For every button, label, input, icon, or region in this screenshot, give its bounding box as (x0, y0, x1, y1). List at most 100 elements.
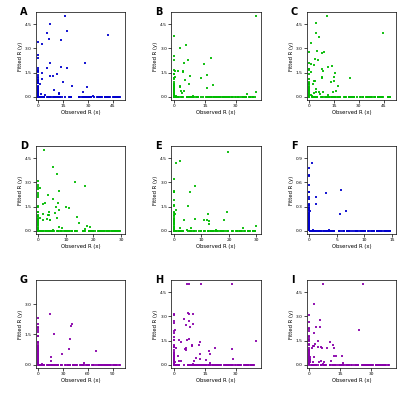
Point (310, 228, 316, 234)
Point (383, 228, 389, 234)
Point (55, 94, 61, 100)
Point (35, 345, 42, 351)
Point (306, 217, 312, 223)
Point (54, 171, 60, 178)
Point (308, 228, 315, 234)
Point (341, 228, 347, 234)
Point (35, 340, 42, 346)
Point (171, 188, 177, 195)
Point (306, 358, 312, 364)
Point (171, 92, 177, 99)
Point (178, 358, 184, 364)
Point (171, 223, 177, 230)
Point (55, 90, 62, 97)
Point (310, 228, 316, 234)
Point (207, 360, 214, 366)
Point (171, 85, 177, 92)
Point (384, 228, 390, 234)
Point (186, 362, 192, 368)
Point (306, 217, 312, 223)
Point (250, 228, 257, 234)
Point (338, 362, 344, 368)
Point (311, 94, 317, 100)
Point (102, 362, 108, 368)
Point (49, 362, 56, 368)
Point (338, 186, 344, 193)
Point (66, 362, 73, 368)
Point (359, 362, 366, 368)
Point (312, 56, 318, 62)
Point (35, 354, 42, 360)
Point (171, 362, 177, 368)
Point (306, 214, 312, 220)
Point (306, 221, 312, 228)
Point (336, 228, 343, 234)
Point (210, 94, 216, 100)
Point (97, 362, 104, 368)
Point (77, 362, 83, 368)
Point (306, 206, 312, 212)
Point (171, 220, 177, 227)
Point (58, 94, 65, 100)
Point (67, 94, 74, 100)
Point (346, 228, 352, 234)
Point (312, 94, 318, 100)
Point (225, 94, 231, 100)
Point (171, 82, 177, 88)
Point (35, 346, 42, 352)
Point (208, 94, 214, 100)
Point (242, 94, 248, 100)
Point (46, 311, 53, 318)
Point (349, 94, 355, 100)
Point (80, 228, 86, 234)
Point (82, 94, 89, 100)
Point (311, 94, 318, 100)
Point (187, 228, 193, 234)
Point (336, 228, 342, 234)
Point (171, 342, 177, 349)
Point (306, 222, 312, 229)
Point (310, 343, 316, 349)
Point (65, 362, 72, 368)
Point (171, 216, 177, 223)
Point (106, 94, 113, 100)
Point (244, 362, 250, 368)
Point (171, 226, 177, 232)
Point (237, 228, 243, 234)
Point (104, 228, 110, 234)
Point (171, 92, 177, 98)
Point (35, 343, 42, 350)
Point (171, 189, 177, 196)
Point (35, 228, 42, 234)
Point (192, 362, 198, 368)
Point (370, 228, 377, 234)
Point (253, 89, 260, 96)
Point (173, 362, 180, 368)
Point (242, 362, 249, 368)
Point (312, 324, 319, 330)
Point (189, 343, 195, 350)
Point (46, 228, 52, 234)
Point (306, 216, 312, 222)
Point (306, 222, 312, 228)
Point (337, 362, 343, 368)
Point (306, 325, 312, 332)
Point (328, 228, 334, 234)
Point (114, 228, 120, 234)
Point (186, 228, 193, 234)
Point (213, 227, 219, 233)
Point (306, 60, 312, 67)
Point (359, 228, 366, 234)
Point (306, 225, 312, 232)
Point (306, 223, 312, 229)
Point (171, 176, 177, 182)
Point (91, 362, 97, 368)
Point (89, 362, 95, 368)
Point (192, 228, 199, 234)
Point (238, 228, 244, 234)
Point (40, 362, 47, 368)
Point (57, 94, 63, 100)
Point (35, 79, 42, 86)
Point (235, 94, 241, 100)
Point (171, 87, 177, 93)
